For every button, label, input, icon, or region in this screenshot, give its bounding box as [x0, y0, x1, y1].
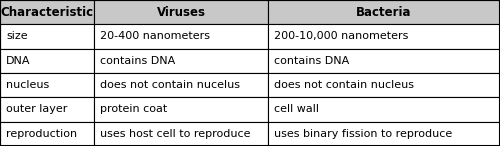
Bar — [268, 24, 500, 49]
Bar — [0, 122, 94, 146]
Text: outer layer: outer layer — [6, 105, 68, 114]
Text: Viruses: Viruses — [156, 6, 206, 19]
Text: uses host cell to reproduce: uses host cell to reproduce — [100, 129, 250, 139]
Bar — [94, 73, 268, 97]
Bar — [94, 122, 268, 146]
Bar — [94, 49, 268, 73]
Bar — [268, 97, 500, 122]
Text: protein coat: protein coat — [100, 105, 167, 114]
Bar — [94, 24, 268, 49]
Bar — [268, 0, 500, 24]
Text: cell wall: cell wall — [274, 105, 319, 114]
Bar — [268, 49, 500, 73]
Bar — [0, 0, 94, 24]
Text: uses binary fission to reproduce: uses binary fission to reproduce — [274, 129, 452, 139]
Text: nucleus: nucleus — [6, 80, 49, 90]
Bar — [0, 97, 94, 122]
Bar — [94, 0, 268, 24]
Bar — [0, 73, 94, 97]
Text: Bacteria: Bacteria — [356, 6, 412, 19]
Bar — [268, 122, 500, 146]
Text: does not contain nucelus: does not contain nucelus — [100, 80, 240, 90]
Bar — [0, 24, 94, 49]
Text: 20-400 nanometers: 20-400 nanometers — [100, 32, 210, 41]
Text: DNA: DNA — [6, 56, 30, 66]
Text: reproduction: reproduction — [6, 129, 77, 139]
Text: does not contain nucleus: does not contain nucleus — [274, 80, 414, 90]
Text: 200-10,000 nanometers: 200-10,000 nanometers — [274, 32, 408, 41]
Bar — [268, 73, 500, 97]
Text: Characteristic: Characteristic — [0, 6, 94, 19]
Text: contains DNA: contains DNA — [100, 56, 176, 66]
Bar — [94, 97, 268, 122]
Text: size: size — [6, 32, 28, 41]
Bar — [0, 49, 94, 73]
Text: contains DNA: contains DNA — [274, 56, 349, 66]
